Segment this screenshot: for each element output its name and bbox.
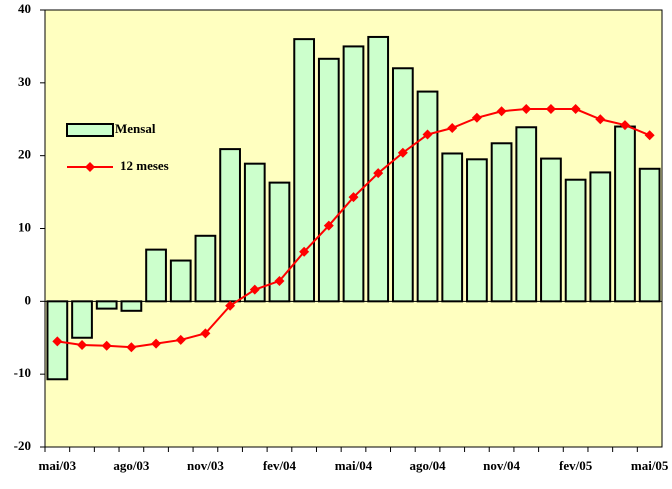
marker bbox=[249, 284, 260, 295]
y-tick-label: 10 bbox=[18, 219, 31, 234]
x-tick-label: nov/03 bbox=[187, 458, 224, 473]
marker bbox=[274, 275, 285, 286]
y-tick-label: 30 bbox=[18, 74, 31, 89]
y-tick-label: -10 bbox=[14, 365, 31, 380]
x-tick-label: ago/04 bbox=[409, 458, 446, 473]
bar bbox=[490, 142, 513, 303]
bar bbox=[614, 125, 636, 303]
legend-label: Mensal bbox=[115, 121, 156, 136]
y-tick-label: -20 bbox=[14, 438, 31, 453]
marker bbox=[323, 220, 334, 231]
bar bbox=[194, 234, 217, 303]
marker bbox=[471, 112, 482, 123]
bar bbox=[564, 178, 587, 303]
y-tick-label: 20 bbox=[18, 147, 31, 162]
bar bbox=[540, 157, 562, 303]
marker bbox=[200, 328, 211, 339]
bar bbox=[466, 158, 488, 303]
marker bbox=[225, 300, 236, 311]
x-tick-label: mai/03 bbox=[39, 458, 77, 473]
bar bbox=[120, 300, 143, 312]
marker bbox=[644, 130, 655, 141]
marker bbox=[299, 246, 310, 257]
bar bbox=[589, 171, 612, 303]
x-tick-label: nov/04 bbox=[483, 458, 520, 473]
marker bbox=[175, 334, 186, 345]
x-tick-label: ago/03 bbox=[113, 458, 150, 473]
x-tick-label: fev/05 bbox=[559, 458, 593, 473]
bar bbox=[243, 162, 266, 303]
marker bbox=[373, 168, 384, 179]
bar bbox=[317, 57, 340, 303]
x-tick-label: mai/05 bbox=[631, 458, 669, 473]
marker bbox=[77, 340, 88, 351]
legend-swatch bbox=[66, 123, 114, 137]
marker bbox=[348, 192, 359, 203]
marker bbox=[126, 342, 137, 353]
bar bbox=[71, 300, 93, 339]
bar bbox=[416, 90, 439, 303]
y-tick-label: 40 bbox=[18, 1, 31, 16]
bar bbox=[145, 248, 167, 303]
bar bbox=[293, 38, 316, 303]
marker bbox=[521, 104, 532, 115]
bar bbox=[441, 152, 464, 303]
marker bbox=[595, 114, 606, 125]
legend-marker bbox=[85, 162, 95, 172]
bar bbox=[219, 148, 241, 303]
marker bbox=[397, 147, 408, 158]
legend-label: 12 meses bbox=[120, 158, 169, 173]
bar bbox=[638, 167, 661, 303]
bar bbox=[515, 126, 538, 303]
bar bbox=[268, 181, 291, 303]
bar bbox=[342, 45, 365, 303]
marker bbox=[422, 129, 433, 140]
marker bbox=[447, 122, 458, 133]
x-tick-label: mai/04 bbox=[335, 458, 373, 473]
marker bbox=[619, 120, 630, 131]
y-tick-label: 0 bbox=[25, 292, 32, 307]
bar bbox=[391, 67, 414, 303]
marker bbox=[101, 340, 112, 351]
x-tick-label: fev/04 bbox=[263, 458, 297, 473]
bar bbox=[169, 259, 192, 303]
marker bbox=[151, 338, 162, 349]
bar bbox=[95, 300, 118, 310]
marker bbox=[496, 106, 507, 117]
marker bbox=[52, 336, 63, 347]
marker bbox=[570, 104, 581, 115]
marker bbox=[545, 104, 556, 115]
